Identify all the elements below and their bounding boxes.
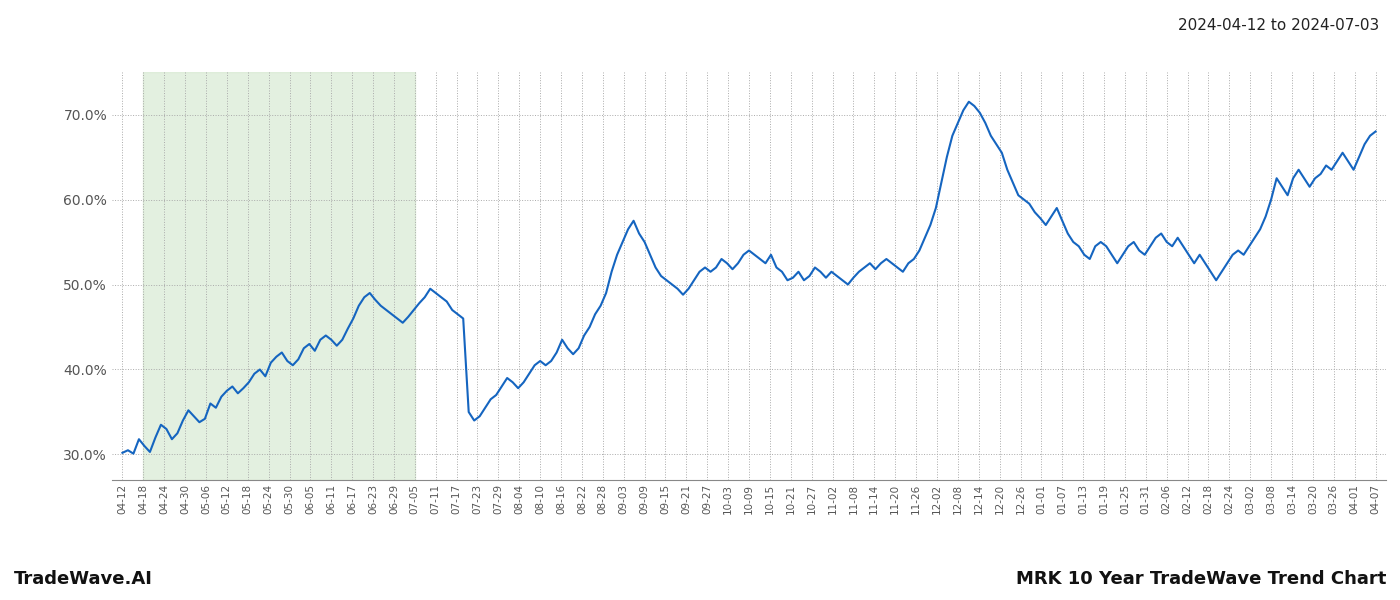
Bar [143,72,414,480]
Text: 2024-04-12 to 2024-07-03: 2024-04-12 to 2024-07-03 [1177,18,1379,33]
Text: TradeWave.AI: TradeWave.AI [14,570,153,588]
Text: MRK 10 Year TradeWave Trend Chart: MRK 10 Year TradeWave Trend Chart [1015,570,1386,588]
